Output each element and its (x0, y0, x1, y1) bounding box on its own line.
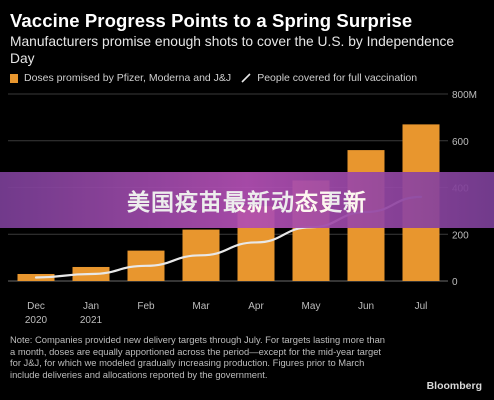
x-tick-label: May (302, 301, 321, 312)
x-tick-sublabel: 2020 (25, 315, 48, 326)
chart-subtitle: Manufacturers promise enough shots to co… (10, 34, 455, 66)
x-tick-label: Feb (137, 301, 155, 312)
overlay-banner: 美国疫苗最新动态更新 (0, 172, 494, 228)
legend-line-icon (241, 73, 251, 83)
brand-logo: Bloomberg (426, 380, 482, 392)
legend-doses-label: Doses promised by Pfizer, Moderna and J&… (24, 72, 232, 84)
x-tick-label: Jan (83, 301, 99, 312)
x-tick-sublabel: 2021 (80, 315, 103, 326)
x-tick-label: Jun (358, 301, 374, 312)
legend-people-label: People covered for full vaccination (257, 72, 418, 84)
banner-text: 美国疫苗最新动态更新 (127, 190, 367, 216)
y-tick-label: 600 (452, 137, 469, 148)
legend: Doses promised by Pfizer, Moderna and J&… (10, 72, 417, 84)
x-tick-label: Dec (27, 301, 45, 312)
y-tick-label: 0 (452, 277, 458, 288)
y-tick-label: 800M (452, 90, 477, 101)
x-tick-label: Jul (415, 301, 428, 312)
legend-doses-swatch (10, 73, 18, 83)
chart-title: Vaccine Progress Points to a Spring Surp… (10, 10, 413, 31)
x-tick-label: Apr (248, 301, 264, 312)
x-tick-label: Mar (192, 301, 210, 312)
y-tick-label: 200 (452, 230, 469, 241)
chart-note: Note: Companies provided new delivery ta… (10, 334, 386, 380)
